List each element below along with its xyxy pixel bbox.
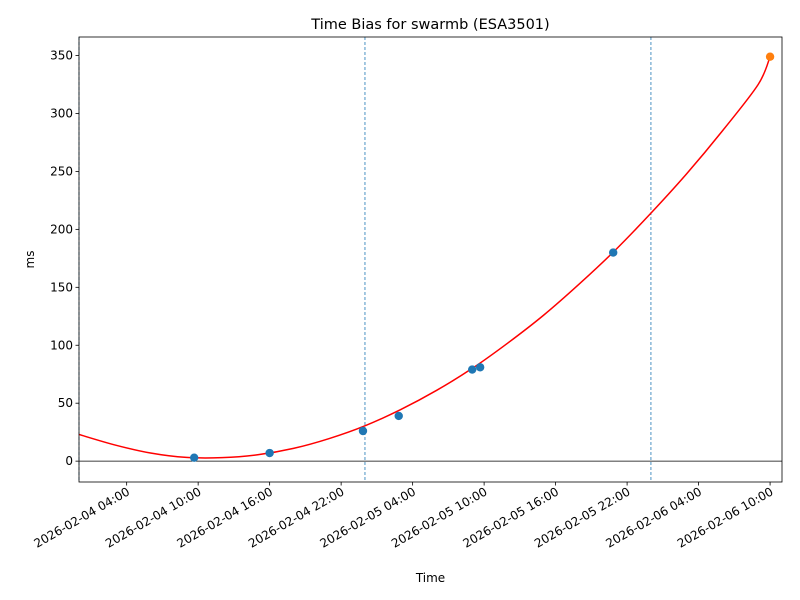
measured-point — [358, 426, 368, 436]
measured-point — [189, 453, 199, 462]
y-tick-label: 50 — [58, 396, 73, 410]
chart-title: Time Bias for swarmb (ESA3501) — [310, 17, 549, 33]
measured-point — [394, 411, 403, 421]
predicted-point — [765, 52, 775, 61]
measured-point — [468, 365, 477, 374]
y-tick-label: 0 — [65, 454, 73, 468]
plot-frame — [78, 36, 783, 483]
y-tick-label: 200 — [50, 222, 73, 236]
y-tick-label: 300 — [50, 106, 73, 120]
y-tick-label: 150 — [50, 280, 73, 294]
y-tick-label: 350 — [50, 49, 73, 63]
y-tick-label: 100 — [50, 338, 73, 352]
day-boundary-lines — [78, 37, 652, 482]
measured-point — [475, 363, 485, 372]
y-tick-label: 250 — [50, 164, 73, 178]
x-axis-title: Time — [415, 571, 445, 585]
y-axis-title: ms — [23, 251, 37, 269]
data-points — [189, 52, 775, 462]
y-axis-ticks: 0 50 100 150 200 250 300 350 — [50, 49, 79, 468]
measured-point — [265, 448, 274, 458]
fit-curve — [79, 56, 771, 459]
measured-point — [609, 248, 618, 257]
